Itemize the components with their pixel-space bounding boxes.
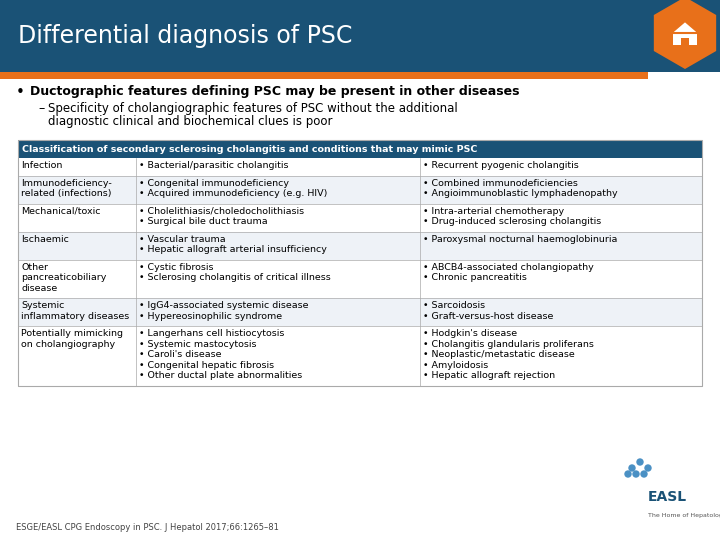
Text: Other
pancreaticobiliary
disease: Other pancreaticobiliary disease <box>21 263 107 293</box>
Text: The Home of Hepatology: The Home of Hepatology <box>648 513 720 518</box>
Circle shape <box>625 471 631 477</box>
Text: • Recurrent pyogenic cholangitis: • Recurrent pyogenic cholangitis <box>423 161 578 171</box>
Text: • Cystic fibrosis
• Sclerosing cholangitis of critical illness: • Cystic fibrosis • Sclerosing cholangit… <box>139 263 330 282</box>
Text: • Cholelithiasis/choledocholithiasis
• Surgical bile duct trauma: • Cholelithiasis/choledocholithiasis • S… <box>139 207 304 226</box>
Text: • Sarcoidosis
• Graft-versus-host disease: • Sarcoidosis • Graft-versus-host diseas… <box>423 301 553 321</box>
Text: • Congenital immunodeficiency
• Acquired immunodeficiency (e.g. HIV): • Congenital immunodeficiency • Acquired… <box>139 179 327 198</box>
Text: • Vascular trauma
• Hepatic allograft arterial insufficiency: • Vascular trauma • Hepatic allograft ar… <box>139 235 327 254</box>
Polygon shape <box>654 0 716 69</box>
Text: • ABCB4-associated cholangiopathy
• Chronic pancreatitis: • ABCB4-associated cholangiopathy • Chro… <box>423 263 593 282</box>
Text: • Hodgkin's disease
• Cholangitis glandularis proliferans
• Neoplastic/metastati: • Hodgkin's disease • Cholangitis glandu… <box>423 329 593 380</box>
Text: Mechanical/toxic: Mechanical/toxic <box>21 207 101 216</box>
Circle shape <box>633 471 639 477</box>
Text: Systemic
inflammatory diseases: Systemic inflammatory diseases <box>21 301 130 321</box>
Text: • Paroxysmal nocturnal haemoglobinuria: • Paroxysmal nocturnal haemoglobinuria <box>423 235 617 244</box>
Text: Potentially mimicking
on cholangiography: Potentially mimicking on cholangiography <box>21 329 123 349</box>
FancyBboxPatch shape <box>681 38 689 45</box>
Text: Immunodeficiency-
related (infections): Immunodeficiency- related (infections) <box>21 179 112 198</box>
Text: Ischaemic: Ischaemic <box>21 235 69 244</box>
FancyBboxPatch shape <box>18 326 702 386</box>
Text: diagnostic clinical and biochemical clues is poor: diagnostic clinical and biochemical clue… <box>48 115 333 128</box>
Text: Classification of secondary sclerosing cholangitis and conditions that may mimic: Classification of secondary sclerosing c… <box>22 145 477 153</box>
FancyBboxPatch shape <box>18 158 702 176</box>
FancyBboxPatch shape <box>18 140 702 158</box>
FancyBboxPatch shape <box>0 72 648 79</box>
Text: EASL: EASL <box>648 490 687 504</box>
Text: Infection: Infection <box>21 161 63 171</box>
Text: • Bacterial/parasitic cholangitis: • Bacterial/parasitic cholangitis <box>139 161 288 171</box>
Text: Differential diagnosis of PSC: Differential diagnosis of PSC <box>18 24 352 48</box>
FancyBboxPatch shape <box>18 204 702 232</box>
FancyBboxPatch shape <box>0 0 720 72</box>
Circle shape <box>629 465 635 471</box>
Polygon shape <box>671 21 699 33</box>
Text: • Intra-arterial chemotherapy
• Drug-induced sclerosing cholangitis: • Intra-arterial chemotherapy • Drug-ind… <box>423 207 600 226</box>
Circle shape <box>641 471 647 477</box>
Circle shape <box>637 459 643 465</box>
FancyBboxPatch shape <box>18 298 702 326</box>
Text: • Combined immunodeficiencies
• Angioimmunoblastic lymphadenopathy: • Combined immunodeficiencies • Angioimm… <box>423 179 617 198</box>
FancyBboxPatch shape <box>18 260 702 298</box>
Text: Specificity of cholangiographic features of PSC without the additional: Specificity of cholangiographic features… <box>48 102 458 115</box>
Text: Ductographic features defining PSC may be present in other diseases: Ductographic features defining PSC may b… <box>30 85 520 98</box>
Text: • Langerhans cell histiocytosis
• Systemic mastocytosis
• Caroli's disease
• Con: • Langerhans cell histiocytosis • System… <box>139 329 302 380</box>
FancyBboxPatch shape <box>18 232 702 260</box>
FancyBboxPatch shape <box>18 176 702 204</box>
Text: • IgG4-associated systemic disease
• Hypereosinophilic syndrome: • IgG4-associated systemic disease • Hyp… <box>139 301 308 321</box>
Text: •: • <box>16 85 25 100</box>
Text: –: – <box>38 102 44 115</box>
Circle shape <box>645 465 651 471</box>
FancyBboxPatch shape <box>673 32 697 45</box>
Text: ESGE/EASL CPG Endoscopy in PSC. J Hepatol 2017;66:1265–81: ESGE/EASL CPG Endoscopy in PSC. J Hepato… <box>16 523 279 532</box>
